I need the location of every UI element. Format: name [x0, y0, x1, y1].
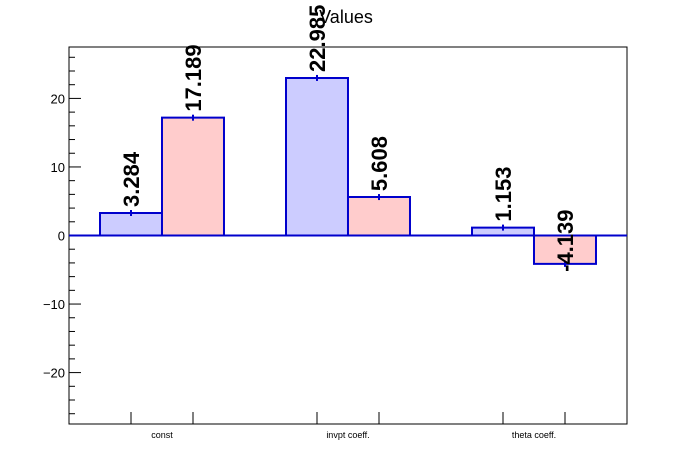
x-category-label: invpt coeff. — [326, 430, 369, 440]
bar — [533, 235, 596, 264]
value-label: 3.284 — [119, 151, 144, 207]
bar — [100, 212, 162, 236]
y-tick-label: 0 — [58, 229, 65, 244]
bar — [286, 77, 348, 236]
value-labels: 3.284 22.985 1.153 17.189 5.608 -4.139 — [119, 5, 578, 272]
value-label: 22.985 — [305, 5, 330, 72]
chart-title: Values — [319, 7, 373, 27]
bar — [347, 197, 410, 236]
y-axis: −20 −10 0 10 20 — [43, 56, 81, 415]
y-tick-label: −10 — [43, 297, 65, 312]
bar — [161, 117, 224, 236]
value-label: 1.153 — [491, 167, 516, 222]
x-category-label: const — [151, 430, 173, 440]
value-label: -4.139 — [553, 209, 578, 271]
value-label: 5.608 — [367, 136, 392, 191]
bars — [99, 74, 597, 267]
y-tick-label: 10 — [51, 160, 65, 175]
x-category-label: theta coeff. — [512, 430, 556, 440]
y-tick-label: −20 — [43, 366, 65, 381]
bar — [472, 227, 534, 236]
x-axis: const invpt coeff. theta coeff. — [130, 412, 566, 440]
y-tick-label: 20 — [51, 91, 65, 106]
value-label: 17.189 — [181, 44, 206, 111]
